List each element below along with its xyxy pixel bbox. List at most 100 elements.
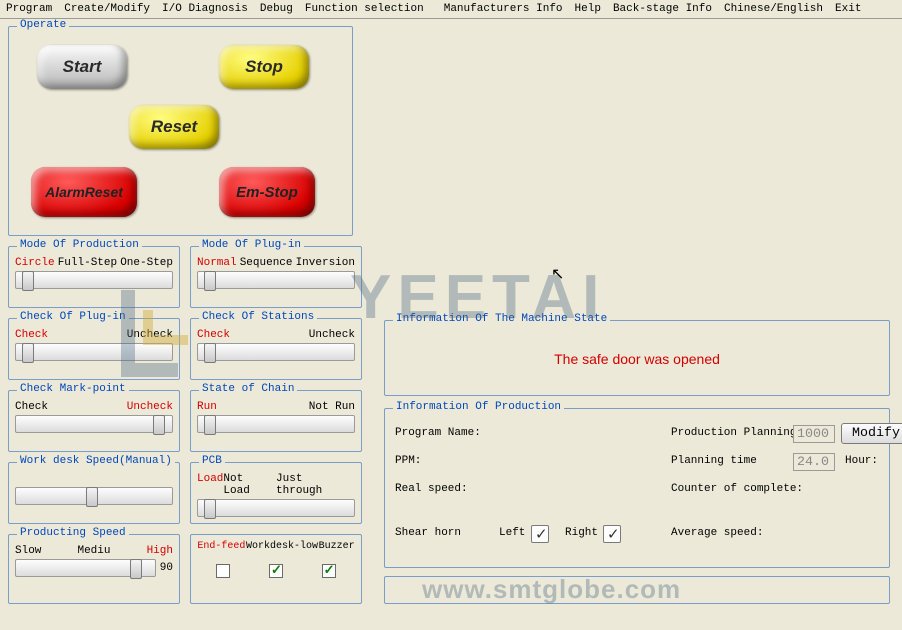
menu-backstage-info[interactable]: Back-stage Info: [611, 2, 714, 16]
production-planning-input[interactable]: [793, 425, 835, 443]
info-production-group: Information Of Production Program Name: …: [384, 408, 890, 568]
buzzer-label: Buzzer: [319, 541, 355, 552]
menu-manufacturers-info[interactable]: Manufacturers Info: [442, 2, 565, 16]
pcb-opt-load: Load: [197, 473, 223, 497]
mode-prod-opt-circle: Circle: [15, 257, 55, 269]
slider-thumb[interactable]: [204, 499, 216, 519]
slider-thumb[interactable]: [22, 271, 34, 291]
shear-left-tick[interactable]: [531, 525, 549, 543]
endfeed-label: End-feed: [197, 541, 245, 552]
check-stations-opt-uncheck: Uncheck: [309, 329, 355, 341]
check-mark-opt-uncheck: Uncheck: [127, 401, 173, 413]
menu-create-modify[interactable]: Create/Modify: [62, 2, 152, 16]
check-stations-opt-check: Check: [197, 329, 230, 341]
check-plug-slider[interactable]: [15, 343, 173, 361]
start-button[interactable]: Start: [37, 45, 127, 89]
state-of-chain-title: State of Chain: [199, 383, 297, 395]
slider-thumb[interactable]: [204, 271, 216, 291]
menu-program[interactable]: Program: [4, 2, 54, 16]
workdesklow-checkbox[interactable]: [269, 564, 283, 578]
menu-function-selection[interactable]: Function selection: [303, 2, 426, 16]
mode-prod-opt-fullstep: Full-Step: [58, 257, 117, 269]
state-chain-slider[interactable]: [197, 415, 355, 433]
reset-button[interactable]: Reset: [129, 105, 219, 149]
pcb-title: PCB: [199, 455, 225, 467]
check-plug-opt-uncheck: Uncheck: [127, 329, 173, 341]
slider-thumb[interactable]: [22, 343, 34, 363]
check-stations-slider[interactable]: [197, 343, 355, 361]
state-of-chain-group: State of Chain Run Not Run: [190, 390, 362, 452]
mode-plug-slider[interactable]: [197, 271, 355, 289]
menu-help[interactable]: Help: [573, 2, 603, 16]
modify-button[interactable]: Modify: [841, 423, 902, 444]
menu-chinese-english[interactable]: Chinese/English: [722, 2, 825, 16]
planning-time-label: Planning time: [671, 455, 757, 467]
endfeed-checkbox[interactable]: [216, 564, 230, 578]
pcb-slider[interactable]: [197, 499, 355, 517]
mode-plug-opt-normal: Normal: [197, 257, 237, 269]
menu-exit[interactable]: Exit: [833, 2, 863, 16]
average-speed-label: Average speed:: [671, 527, 763, 539]
check-of-stations-group: Check Of Stations Check Uncheck: [190, 318, 362, 380]
slider-thumb[interactable]: [153, 415, 165, 435]
mode-prod-opt-onestep: One-Step: [120, 257, 173, 269]
state-chain-opt-run: Run: [197, 401, 217, 413]
machine-state-message: The safe door was opened: [391, 351, 883, 367]
pcb-opt-justthrough: Just through: [276, 473, 355, 497]
buzzer-checkbox[interactable]: [322, 564, 336, 578]
menubar: Program Create/Modify I/O Diagnosis Debu…: [0, 0, 902, 19]
slider-thumb[interactable]: [86, 487, 98, 507]
menu-io-diagnosis[interactable]: I/O Diagnosis: [160, 2, 250, 16]
machine-state-title: Information Of The Machine State: [393, 313, 610, 325]
mode-of-plugin-group: Mode Of Plug-in Normal Sequence Inversio…: [190, 246, 362, 308]
check-of-stations-title: Check Of Stations: [199, 311, 317, 323]
operate-title: Operate: [17, 19, 69, 31]
workdesk-speed-group: Work desk Speed(Manual): [8, 462, 180, 524]
speed-opt-medium: Mediu: [77, 545, 110, 557]
operate-group: Operate Start Stop Reset AlarmReset Em-S…: [8, 26, 353, 236]
speed-opt-slow: Slow: [15, 545, 41, 557]
menu-debug[interactable]: Debug: [258, 2, 295, 16]
producting-speed-group: Producting Speed Slow Mediu High 90: [8, 534, 180, 604]
mode-prod-slider[interactable]: [15, 271, 173, 289]
mode-of-production-title: Mode Of Production: [17, 239, 142, 251]
slider-thumb[interactable]: [204, 343, 216, 363]
check-mark-opt-check: Check: [15, 401, 48, 413]
workdesklow-label: Workdesk-low: [246, 541, 318, 552]
planning-time-input[interactable]: [793, 453, 835, 471]
check-markpoint-title: Check Mark-point: [17, 383, 129, 395]
planning-time-unit: Hour:: [845, 455, 878, 467]
speed-opt-high: High: [147, 545, 173, 557]
check-plug-opt-check: Check: [15, 329, 48, 341]
em-stop-button[interactable]: Em-Stop: [219, 167, 315, 217]
machine-state-group: Information Of The Machine State The saf…: [384, 320, 890, 396]
mode-of-plugin-title: Mode Of Plug-in: [199, 239, 304, 251]
shear-right-tick[interactable]: [603, 525, 621, 543]
info-production-title: Information Of Production: [393, 401, 564, 413]
workdesk-slider[interactable]: [15, 487, 173, 505]
check-markpoint-group: Check Mark-point Check Uncheck: [8, 390, 180, 452]
slider-thumb[interactable]: [204, 415, 216, 435]
empty-bottom-group: [384, 576, 890, 604]
state-chain-opt-notrun: Not Run: [309, 401, 355, 413]
alarm-reset-button[interactable]: AlarmReset: [31, 167, 137, 217]
check-mark-slider[interactable]: [15, 415, 173, 433]
shear-left-label: Left: [499, 527, 525, 539]
speed-slider[interactable]: [15, 559, 156, 577]
counter-complete-label: Counter of complete:: [671, 483, 803, 495]
slider-thumb[interactable]: [130, 559, 142, 579]
options-group: End-feed Workdesk-low Buzzer: [190, 534, 362, 604]
stop-button[interactable]: Stop: [219, 45, 309, 89]
pcb-opt-notload: Not Load: [223, 473, 276, 497]
program-name-label: Program Name:: [395, 427, 481, 439]
mouse-cursor-icon: ↖: [551, 264, 564, 284]
workdesk-speed-title: Work desk Speed(Manual): [17, 455, 175, 467]
ppm-label: PPM:: [395, 455, 421, 467]
check-of-plugin-group: Check Of Plug-in Check Uncheck: [8, 318, 180, 380]
shear-horn-label: Shear horn: [395, 527, 461, 539]
mode-plug-opt-inversion: Inversion: [296, 257, 355, 269]
check-of-plugin-title: Check Of Plug-in: [17, 311, 129, 323]
producting-speed-title: Producting Speed: [17, 527, 129, 539]
production-planning-label: Production Planning: [671, 427, 796, 439]
real-speed-label: Real speed:: [395, 483, 468, 495]
